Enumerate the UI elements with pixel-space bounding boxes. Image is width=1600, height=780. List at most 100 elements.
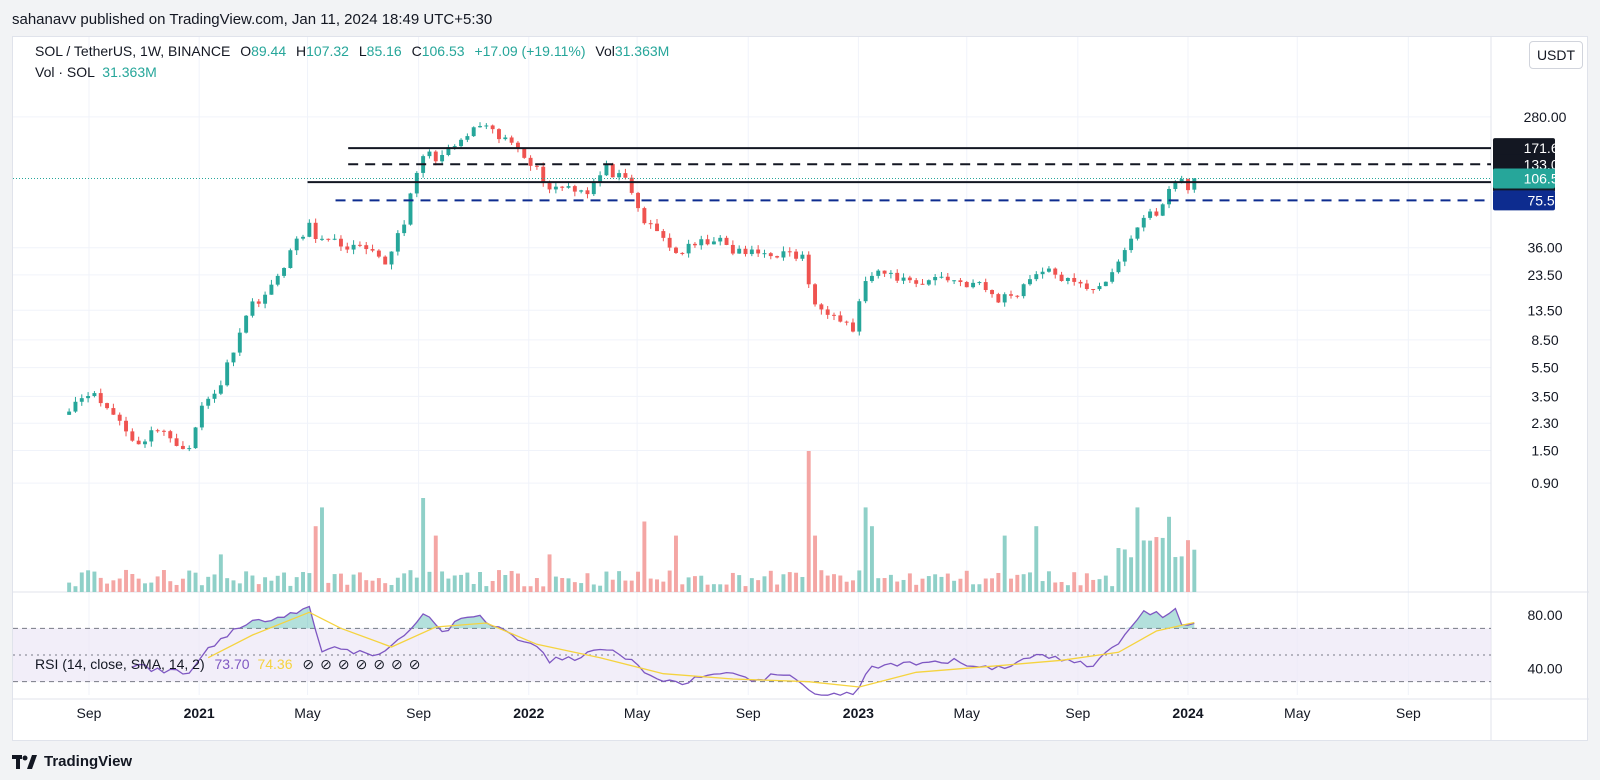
volume-bar xyxy=(781,574,786,592)
volume-bar xyxy=(1040,581,1045,592)
volume-bar xyxy=(825,575,830,592)
price-tick-label: 5.50 xyxy=(1531,360,1558,376)
volume-bar xyxy=(1015,574,1020,592)
candle-body xyxy=(926,280,931,285)
candle-body xyxy=(338,238,343,247)
volume-bar xyxy=(749,578,754,592)
volume-bar xyxy=(876,578,881,592)
candle-body xyxy=(509,137,514,143)
tradingview-logo[interactable]: TradingView xyxy=(12,753,132,770)
rsi-tick-label: 80.00 xyxy=(1527,607,1562,623)
candle-body xyxy=(1186,179,1190,191)
candle-body xyxy=(313,222,318,239)
volume-bar xyxy=(282,572,287,592)
volume-indicator-label[interactable]: Vol · SOL xyxy=(35,64,95,80)
candle-body xyxy=(737,248,742,254)
candle-body xyxy=(528,157,533,166)
rsi-tick-label: 40.00 xyxy=(1527,660,1562,676)
volume-bar xyxy=(838,575,843,592)
volume-bar xyxy=(560,578,565,592)
volume-bar xyxy=(1021,574,1026,592)
volume-bar xyxy=(408,570,413,592)
rsi-indicator-label[interactable]: RSI (14, close, SMA, 14, 2) xyxy=(35,656,205,672)
candle-body xyxy=(149,430,154,442)
candle-body xyxy=(945,276,950,281)
current-price-tag: 106.53 xyxy=(1524,171,1567,187)
volume-bar xyxy=(1009,578,1013,592)
time-tick-label: Sep xyxy=(736,705,761,721)
candle-body xyxy=(1015,295,1020,297)
volume-bar xyxy=(591,584,596,592)
candle-body xyxy=(806,254,811,285)
candle-body xyxy=(1122,250,1127,262)
volume-bar xyxy=(674,535,678,592)
volume-bar xyxy=(730,572,735,592)
volume-bar xyxy=(579,583,584,592)
volume-bar xyxy=(1116,548,1121,592)
candle-body xyxy=(585,190,590,195)
candle-body xyxy=(1110,272,1115,282)
candle-body xyxy=(79,398,84,402)
candle-body xyxy=(86,395,91,399)
candle-body xyxy=(655,223,659,232)
chart-frame[interactable]: 280.00 36.00 23.50 13.50 8.50 5.50 3.50 2.30 1.5… xyxy=(12,36,1589,742)
volume-bar xyxy=(345,584,350,592)
volume-bar xyxy=(446,578,451,592)
volume-bar xyxy=(275,575,280,592)
level-tag-bg xyxy=(1493,138,1555,159)
volume-bar xyxy=(351,574,356,592)
candle-body xyxy=(869,275,874,282)
volume-bar xyxy=(1167,516,1171,592)
volume-bar xyxy=(187,570,192,592)
candle-body xyxy=(623,173,628,178)
price-tick-label: 280.00 xyxy=(1524,109,1567,125)
currency-button[interactable]: USDT xyxy=(1529,41,1583,69)
candle-body xyxy=(497,129,501,140)
volume-bar xyxy=(212,574,217,592)
candle-body xyxy=(1053,268,1058,275)
candle-body xyxy=(648,223,653,225)
candle-body xyxy=(452,146,457,148)
volume-bar xyxy=(161,570,166,592)
candle-body xyxy=(610,164,615,178)
level-tag-133.09: 133.09 xyxy=(1524,156,1567,172)
symbol-legend: SOL / TetherUS, 1W, BINANCE O89.44 H107.… xyxy=(35,43,669,59)
candle-body xyxy=(98,393,103,404)
candle-body xyxy=(1091,289,1096,291)
candle-body xyxy=(591,182,596,195)
candle-body xyxy=(136,440,141,445)
candle-body xyxy=(389,251,394,265)
candle-body xyxy=(433,151,438,162)
volume-bar xyxy=(370,580,375,592)
volume-bar xyxy=(718,584,723,592)
candle-body xyxy=(844,321,849,323)
volume-bar xyxy=(1046,571,1051,592)
volume-bar xyxy=(478,571,482,592)
candle-body xyxy=(440,155,445,162)
symbol-name[interactable]: SOL / TetherUS, 1W, BINANCE xyxy=(35,43,231,59)
candle-body xyxy=(1154,211,1159,216)
volume-bar xyxy=(888,574,893,592)
time-tick-label: May xyxy=(1284,705,1310,721)
volume-bar xyxy=(724,584,729,592)
volume-bar xyxy=(794,572,799,592)
volume-bar xyxy=(490,580,495,592)
volume-bar xyxy=(497,570,501,592)
volume-bar xyxy=(762,576,767,592)
candle-body xyxy=(320,238,324,240)
volume-bar xyxy=(983,578,988,592)
candle-body xyxy=(781,251,786,258)
volume-bar xyxy=(231,580,236,592)
volume-bar xyxy=(1141,540,1146,592)
volume-bar xyxy=(263,577,268,592)
chart-canvas[interactable]: 280.00 36.00 23.50 13.50 8.50 5.50 3.50 2.30 1.5… xyxy=(13,37,1589,742)
volume-bar xyxy=(610,579,615,592)
volume-bar xyxy=(320,507,324,592)
volume-bar xyxy=(168,581,173,592)
volume-bar xyxy=(869,526,874,592)
time-tick-label: Sep xyxy=(1396,705,1421,721)
candle-body xyxy=(282,268,287,276)
candle-body xyxy=(326,238,331,240)
candle-body xyxy=(876,270,881,276)
volume-bar xyxy=(604,571,609,592)
